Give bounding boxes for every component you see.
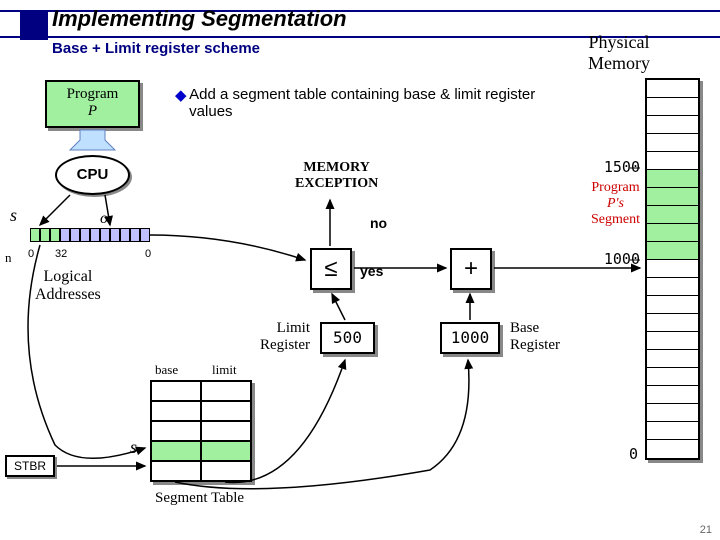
n-label: n — [5, 250, 12, 266]
stbr-box: STBR — [5, 455, 55, 477]
addr-1000: 1000 — [604, 250, 640, 268]
add-box: + — [450, 248, 492, 290]
physical-memory — [645, 78, 700, 460]
memory-exception-label: MEMORYEXCEPTION — [295, 160, 378, 192]
title-square — [20, 12, 48, 40]
yes-label: yes — [360, 263, 383, 279]
bit-32: 32 — [55, 248, 67, 260]
bullet-item: ◆ Add a segment table containing base & … — [175, 86, 559, 120]
compare-box: ≤ — [310, 248, 352, 290]
bullet-text: Add a segment table containing base & li… — [189, 86, 559, 120]
program-box: ProgramP — [45, 80, 140, 128]
physmem-heading: PhysicalMemory — [588, 32, 650, 74]
subtitle: Base + Limit register scheme — [52, 40, 260, 57]
addr-1500: 1500 — [604, 158, 640, 176]
segtable-header-limit: limit — [212, 362, 237, 378]
cpu-oval: CPU — [55, 155, 130, 195]
segment-label: ProgramP'sSegment — [591, 180, 640, 228]
no-label: no — [370, 215, 387, 231]
page-number: 21 — [700, 524, 712, 536]
page-title: Implementing Segmentation — [52, 6, 347, 32]
bit-0-left: 0 — [28, 248, 34, 260]
logical-addresses-label: LogicalAddresses — [35, 268, 101, 304]
limit-register-value: 500 — [320, 322, 375, 354]
s-label: s — [10, 205, 17, 226]
s-row-label: s — [130, 437, 137, 458]
segment-table-label: Segment Table — [155, 490, 244, 507]
o-label: o — [100, 210, 108, 228]
segtable-header-base: base — [155, 362, 178, 378]
segment-table — [150, 380, 252, 482]
address-strip — [30, 228, 150, 242]
base-register-label: BaseRegister — [510, 320, 560, 354]
bullet-icon: ◆ — [175, 86, 185, 104]
bit-0-right: 0 — [145, 248, 151, 260]
limit-register-label: LimitRegister — [260, 320, 310, 354]
addr-0: 0 — [629, 445, 638, 463]
base-register-value: 1000 — [440, 322, 500, 354]
